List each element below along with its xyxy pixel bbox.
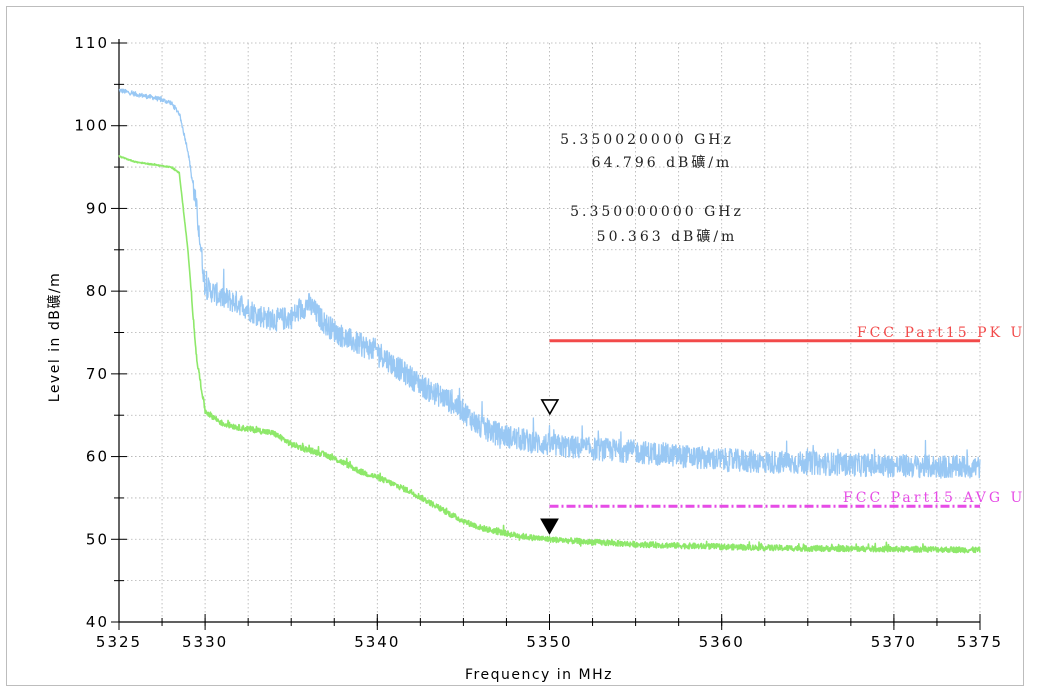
- x-tick-label: 5375: [957, 633, 1003, 651]
- emission-chart: 40 50 60 70 80 90 100 110 5325 5330 5340 5350 5360 53…: [46, 34, 1023, 683]
- grid-lines: [118, 42, 981, 623]
- y-axis-title: Level in dB礦/m: [46, 272, 63, 402]
- x-tick-label: 5350: [526, 633, 572, 651]
- marker-freq-1: 5.350000000 GHz: [570, 204, 744, 220]
- x-tick-label: 5325: [96, 633, 142, 651]
- marker-symbol-1: [540, 518, 559, 535]
- y-tick-label: 60: [86, 448, 109, 466]
- x-tick-label: 5360: [699, 633, 745, 651]
- y-tick-label: 50: [86, 530, 109, 548]
- marker-level-1: 50.363 dB礦/m: [597, 228, 738, 245]
- y-tick-label: 100: [74, 117, 109, 135]
- y-tick-label: 110: [74, 34, 109, 52]
- x-tick-label: 5330: [182, 633, 228, 651]
- y-tick-label: 80: [86, 282, 109, 300]
- y-tick-label: 70: [86, 365, 109, 383]
- x-tick-label: 5340: [354, 633, 400, 651]
- x-axis-title: Frequency in MHz: [465, 667, 613, 683]
- marker-freq-0: 5.350020000 GHz: [560, 132, 734, 148]
- axes: 40 50 60 70 80 90 100 110 5325 5330 5340 5350 5360 53…: [74, 34, 1003, 651]
- marker-symbol-0: [540, 399, 560, 416]
- series-line-1: [118, 155, 981, 554]
- y-tick-label: 40: [86, 613, 109, 631]
- series-layer: [118, 88, 981, 554]
- y-tick-label: 90: [86, 199, 109, 217]
- limit-label-1: FCC Part15 AVG U-NII2: [843, 490, 1023, 506]
- chart-frame: 40 50 60 70 80 90 100 110 5325 5330 5340 5350 5360 53…: [6, 6, 1024, 686]
- series-line-0: [118, 88, 981, 479]
- markers-layer: 5.350020000 GHz 64.796 dB礦/m 5.350000000 G…: [540, 132, 744, 535]
- limit-label-0: FCC Part15 PK U-NII2: [857, 325, 1023, 341]
- marker-level-0: 64.796 dB礦/m: [592, 154, 733, 171]
- x-tick-label: 5370: [871, 633, 917, 651]
- limit-lines: FCC Part15 PK U-NII2 FCC Part15 AVG U-NII…: [549, 325, 1023, 508]
